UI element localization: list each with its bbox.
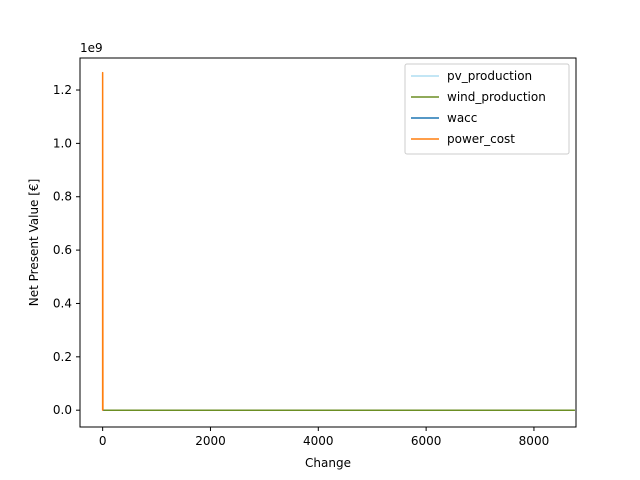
x-axis-ticks: 0 2000 4000 6000 8000 [99,427,549,448]
series-line-power-cost [101,71,104,411]
legend-entry-label: pv_production [447,69,532,83]
legend-entry-label: wacc [447,111,477,125]
y-tick-label: 0.0 [53,403,72,417]
series-layer [101,71,575,411]
y-axis-label: Net Present Value [€] [27,179,41,306]
y-tick-label: 1.0 [53,136,72,150]
y-axis-ticks: 0.0 0.2 0.4 0.6 0.8 1.0 1.2 [53,83,80,417]
x-tick-label: 4000 [303,434,334,448]
x-tick-label: 8000 [519,434,550,448]
y-tick-label: 1.2 [53,83,72,97]
y-axis-offset-label: 1e9 [80,41,103,55]
axes-frame [79,57,577,428]
y-tick-label: 0.2 [53,350,72,364]
x-tick-label: 6000 [411,434,442,448]
y-tick-label: 0.6 [53,243,72,257]
legend-entry-label: power_cost [447,132,515,146]
legend-box [404,63,570,155]
y-tick-label: 0.4 [53,296,72,310]
x-tick-label: 0 [99,434,107,448]
x-tick-label: 2000 [195,434,226,448]
y-tick-label: 0.8 [53,190,72,204]
x-axis-label: Change [305,456,351,470]
legend-entry-label: wind_production [447,90,546,104]
